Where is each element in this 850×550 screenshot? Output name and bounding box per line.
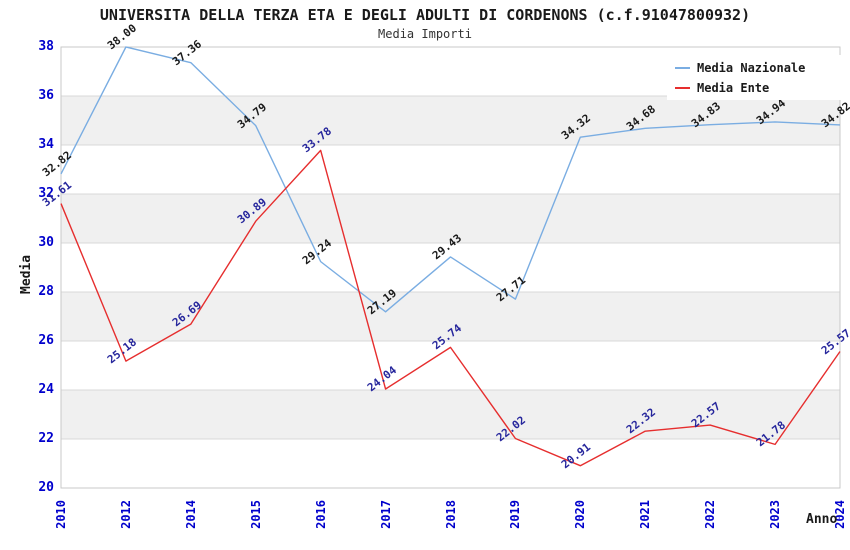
legend-label-ente: Media Ente [697,80,770,95]
plot-frame [60,46,841,489]
y-tick-label: 36 [38,88,54,103]
series-line-nazionale [60,46,841,313]
y-tick-label: 38 [38,39,54,54]
nazionale-line-swatch-icon [675,66,690,69]
series-line-ente [60,149,841,467]
legend-label-nazionale: Media Nazionale [697,60,806,75]
y-tick-label: 28 [38,284,54,299]
band [61,292,840,341]
y-tick-label: 24 [38,382,54,397]
legend-item-nazionale: Media Nazionale [667,60,843,76]
band [61,96,840,145]
chart-title: UNIVERSITA DELLA TERZA ETA E DEGLI ADULT… [99,6,751,24]
x-axis-title: Anno [806,512,838,527]
y-tick-label: 26 [38,333,54,348]
y-tick-label: 32 [38,186,54,201]
chart-subtitle: Media Importi [378,27,472,41]
y-tick-label: 20 [38,480,54,495]
band [61,390,840,439]
legend: Media Nazionale Media Ente [667,55,843,100]
legend-item-ente: Media Ente [667,80,843,96]
band [61,194,840,243]
y-tick-label: 30 [38,235,54,250]
ente-line-swatch-icon [675,86,690,89]
y-tick-label: 22 [38,431,54,446]
y-tick-label: 34 [38,137,54,152]
y-axis-title: Media [19,254,34,294]
